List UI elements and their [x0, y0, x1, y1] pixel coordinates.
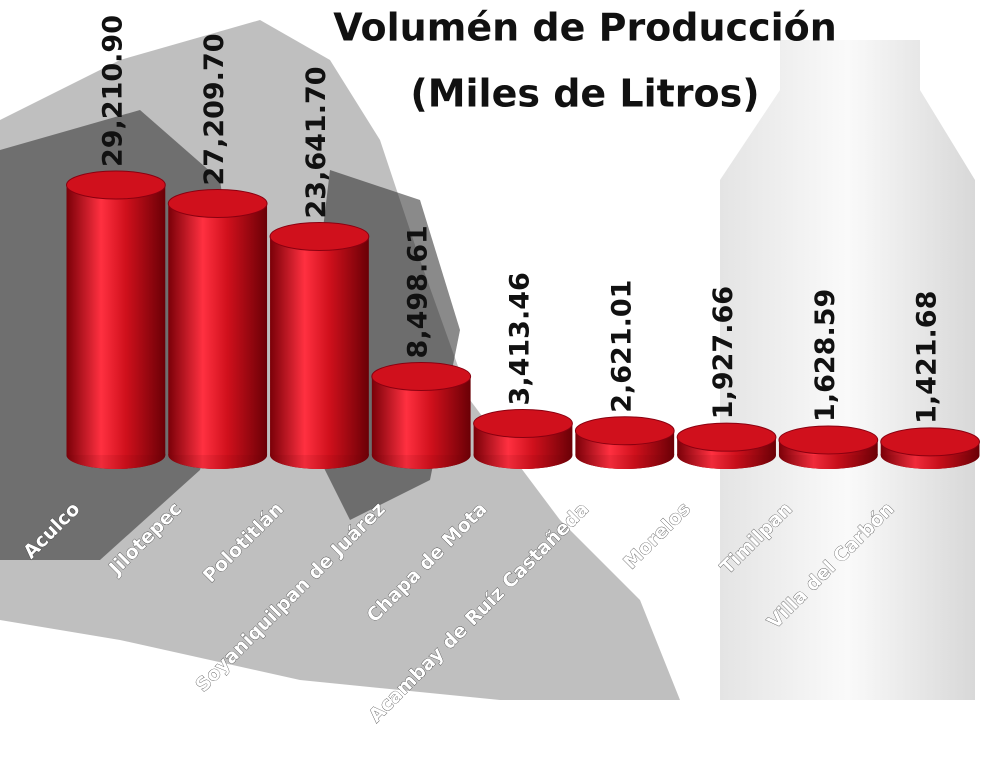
x-tick-label: Morelos: [619, 498, 695, 574]
value-label: 23,641.70: [301, 66, 332, 218]
bar: [880, 427, 980, 469]
bar: [167, 188, 268, 469]
bar-bottom-front: [473, 441, 573, 469]
bar-body: [168, 203, 268, 455]
bar-body: [270, 236, 369, 455]
bar-top: [778, 425, 879, 455]
value-label: 3,413.46: [505, 272, 536, 405]
chart-subtitle: (Miles de Litros): [410, 72, 759, 116]
bar-body: [66, 185, 166, 455]
bar-bottom-front: [270, 441, 369, 469]
bar: [371, 361, 472, 469]
bar-bottom-front: [168, 441, 268, 469]
bar: [473, 408, 573, 469]
bar-top: [574, 416, 675, 446]
bar-bottom-front: [575, 441, 675, 469]
bar: [269, 221, 370, 469]
bar: [676, 422, 777, 469]
bar-bottom-front: [66, 441, 166, 469]
chart-title: Volumén de Producción: [333, 6, 837, 50]
bar-bottom-front: [371, 441, 471, 469]
bar-top: [473, 408, 573, 438]
value-label: 1,628.59: [810, 289, 841, 422]
bar: [66, 170, 166, 469]
bar-top: [371, 361, 472, 391]
value-label: 1,421.68: [912, 291, 943, 424]
bar: [574, 416, 675, 469]
bar-top: [167, 188, 268, 218]
value-label: 2,621.01: [606, 280, 637, 413]
bar-top: [880, 427, 980, 457]
value-label: 27,209.70: [199, 33, 230, 185]
bar-top: [66, 170, 166, 200]
value-label: 8,498.61: [403, 225, 434, 358]
bar-top: [269, 221, 370, 251]
value-label: 29,210.90: [97, 15, 128, 167]
value-label: 1,927.66: [708, 286, 739, 419]
bar-top: [676, 422, 777, 452]
bar: [778, 425, 879, 469]
